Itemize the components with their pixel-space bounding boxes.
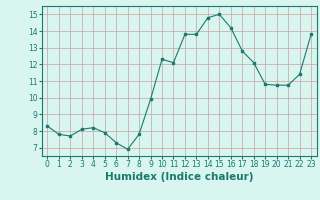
X-axis label: Humidex (Indice chaleur): Humidex (Indice chaleur) [105,172,253,182]
